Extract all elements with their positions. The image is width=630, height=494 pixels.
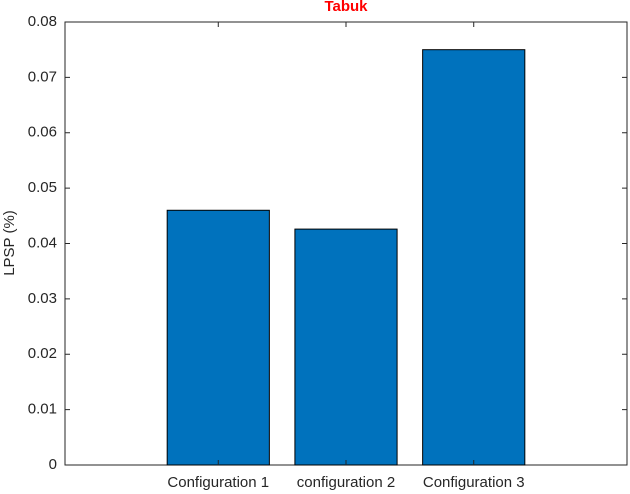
x-tick-label: configuration 2 (297, 474, 395, 491)
y-tick-label: 0.04 (28, 234, 57, 251)
y-tick-label: 0.06 (28, 124, 57, 141)
y-tick-label: 0 (49, 456, 57, 473)
y-tick-label: 0.03 (28, 290, 57, 307)
y-tick-label: 0.08 (28, 13, 57, 30)
y-tick-label: 0.01 (28, 401, 57, 418)
chart-title: Tabuk (324, 0, 368, 15)
bar (166, 209, 270, 466)
y-tick-label: 0.05 (28, 179, 57, 196)
x-tick-label: Configuration 1 (167, 474, 269, 491)
bar (294, 228, 398, 466)
y-axis-label: LPSP (%) (1, 210, 18, 276)
bar (422, 49, 526, 466)
y-tick-label: 0.07 (28, 68, 57, 85)
y-tick-label: 0.02 (28, 345, 57, 362)
x-tick-label: Configuration 3 (423, 474, 525, 491)
